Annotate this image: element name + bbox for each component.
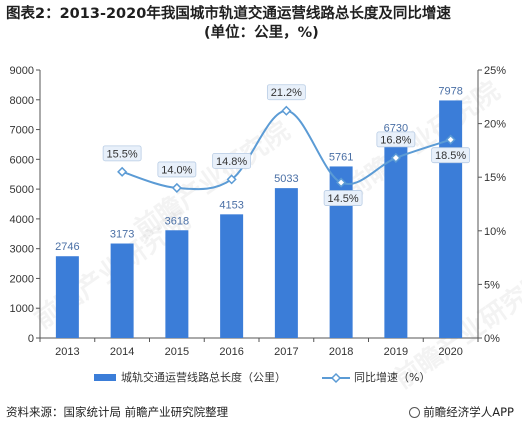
growth-label-box <box>431 147 471 164</box>
chart-title: 图表2：2013-2020年我国城市轨道交通运营线路总长度及同比增速 (单位：公… <box>6 5 518 43</box>
y-left-tick-label: 8000 <box>10 95 34 107</box>
bar <box>165 230 189 338</box>
y-right-tick-label: 0% <box>484 333 500 345</box>
y-left-tick-label: 6000 <box>10 154 34 166</box>
growth-point-label: 21.2% <box>271 87 302 99</box>
y-left-tick-label: 3000 <box>10 244 34 256</box>
growth-point-label: 14.8% <box>216 156 247 168</box>
legend-label-bar: 城轨交通运营线路总长度（公里） <box>121 370 286 384</box>
growth-label-box <box>212 152 252 169</box>
growth-point-label: 16.8% <box>380 134 411 146</box>
bar <box>274 188 298 338</box>
growth-point-label: 15.5% <box>107 148 138 160</box>
source-note: 资料来源：国家统计局 前瞻产业研究院整理 <box>6 405 229 419</box>
y-left-tick-label: 4000 <box>10 214 34 226</box>
chart-title-line1: 图表2：2013-2020年我国城市轨道交通运营线路总长度及同比增速 <box>6 6 451 22</box>
x-tick-label: 2013 <box>55 346 79 358</box>
bar <box>55 256 79 338</box>
y-left-tick-label: 1000 <box>10 303 34 315</box>
legend-label-line: 同比增速（%） <box>354 370 430 384</box>
growth-point-label: 18.5% <box>435 150 466 162</box>
bar-value-label: 5761 <box>329 151 353 163</box>
bar-value-label: 2746 <box>55 241 79 253</box>
y-left-tick-label: 5000 <box>10 184 34 196</box>
growth-label-box <box>102 145 142 162</box>
growth-point-label: 14.0% <box>161 164 192 176</box>
x-tick-label: 2020 <box>438 346 462 358</box>
y-left-tick-label: 0 <box>28 333 34 345</box>
legend-swatch-bar <box>94 374 116 381</box>
x-tick-label: 2017 <box>274 346 298 358</box>
y-right-tick-label: 5% <box>484 279 500 291</box>
y-left-tick-label: 7000 <box>10 125 34 137</box>
y-right-tick-label: 10% <box>484 226 506 238</box>
bar <box>329 166 353 338</box>
growth-point <box>336 177 347 188</box>
growth-point <box>445 134 456 145</box>
x-tick-label: 2016 <box>219 346 243 358</box>
bar <box>384 137 408 338</box>
growth-label-box <box>323 190 363 206</box>
brand-credit: 前瞻经济学人APP <box>409 404 514 420</box>
brand-logo-icon <box>409 407 421 418</box>
x-tick-label: 2019 <box>384 346 408 358</box>
bar-value-label: 5033 <box>274 173 298 185</box>
bar <box>110 243 134 338</box>
y-right-tick-label: 20% <box>484 119 506 131</box>
bar-value-label: 3618 <box>165 215 189 227</box>
bar-value-label: 3173 <box>110 229 134 241</box>
x-tick-label: 2015 <box>165 346 189 358</box>
y-right-tick-label: 25% <box>484 65 506 77</box>
x-tick-label: 2018 <box>329 346 353 358</box>
growth-point <box>171 182 182 193</box>
y-left-tick-label: 2000 <box>10 273 34 285</box>
growth-point <box>226 174 237 185</box>
bar-value-label: 7978 <box>438 85 462 97</box>
x-tick-label: 2014 <box>110 346 134 358</box>
growth-label-box <box>376 131 416 148</box>
bar <box>220 214 244 338</box>
legend-marker-line <box>330 372 342 384</box>
growth-point <box>281 105 292 116</box>
bar-value-label: 4153 <box>219 199 243 211</box>
growth-point <box>390 152 401 163</box>
y-right-tick-label: 15% <box>484 172 506 184</box>
growth-label-box <box>266 84 306 101</box>
growth-point <box>117 166 128 177</box>
y-left-tick-label: 9000 <box>10 65 34 77</box>
growth-label-box <box>157 161 197 178</box>
brand-label: 前瞻经济学人APP <box>423 405 514 419</box>
growth-point-label: 14.5% <box>328 193 359 205</box>
chart-title-line2: (单位：公里，%) <box>204 25 319 41</box>
